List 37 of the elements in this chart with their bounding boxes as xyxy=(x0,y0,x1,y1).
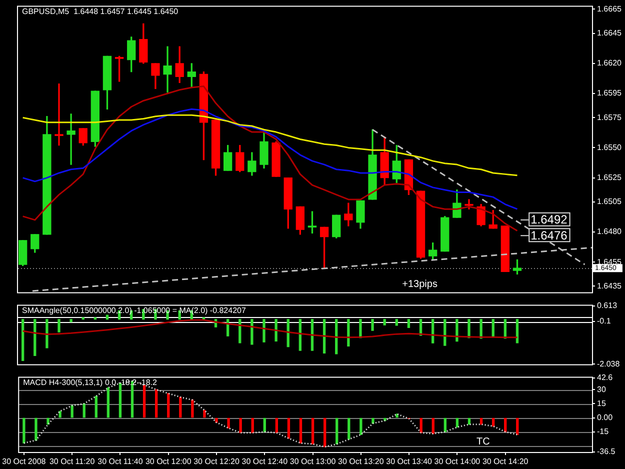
x-tick-label: 30 Oct 14:20 xyxy=(482,457,529,466)
y-tick-label: 1.6575 xyxy=(597,112,622,122)
y-tick-label: 30 xyxy=(597,384,606,394)
y-tick-label: 1.6435 xyxy=(597,281,622,290)
annotation: TC xyxy=(476,436,490,448)
y-tick-label: 1.6480 xyxy=(597,227,622,236)
x-tick-label: 30 Oct 14:00 xyxy=(434,457,481,466)
y-tick-label: 1.6620 xyxy=(597,58,622,68)
y-tick-label: 1.6645 xyxy=(597,28,622,38)
y-tick-label: 1.6455 xyxy=(597,257,622,266)
y-tick-label: -36.5 xyxy=(597,447,616,456)
chart-title: SMAAngle(50,0.15000000,2.0) -1.065000 = MA(2.0) -0.824207 xyxy=(22,306,246,316)
y-tick-label: 1.6595 xyxy=(597,88,622,98)
x-tick-label: 30 Oct 2008 xyxy=(2,457,46,466)
x-tick-label: 30 Oct 12:20 xyxy=(194,457,240,466)
x-tick-label: 30 Oct 12:40 xyxy=(242,457,288,466)
x-tick-label: 30 Oct 13:00 xyxy=(290,457,336,466)
y-tick-label: -2.038 xyxy=(597,359,620,368)
x-tick-label: 30 Oct 13:20 xyxy=(338,457,384,466)
y-tick-label: 1.6665 xyxy=(597,4,622,14)
x-tick-label: 30 Oct 13:40 xyxy=(386,457,433,466)
chart-title: GBPUSD,M5 1.6448 1.6457 1.6445 1.6450 xyxy=(22,7,179,16)
annotation: 1.6492 xyxy=(530,212,568,227)
x-tick-label: 30 Oct 11:40 xyxy=(98,457,144,466)
y-tick-label: -0.1 xyxy=(597,316,612,326)
x-tick-label: 30 Oct 11:20 xyxy=(49,457,96,466)
y-tick-label: 1.6505 xyxy=(597,197,622,206)
y-tick-label: -15 xyxy=(597,427,610,436)
y-tick-label: 1.6525 xyxy=(597,173,622,182)
annotation: +13pips xyxy=(402,279,438,290)
y-tick-label: 1.6550 xyxy=(597,142,622,152)
annotation: 1.6476 xyxy=(530,228,568,242)
y-tick-label: 42.6 xyxy=(597,373,614,382)
y-tick-label: 0.00 xyxy=(597,412,614,422)
y-tick-label: 15 xyxy=(597,398,606,408)
y-tick-label: 0.613 xyxy=(597,301,618,310)
x-tick-label: 30 Oct 12:00 xyxy=(145,457,192,466)
